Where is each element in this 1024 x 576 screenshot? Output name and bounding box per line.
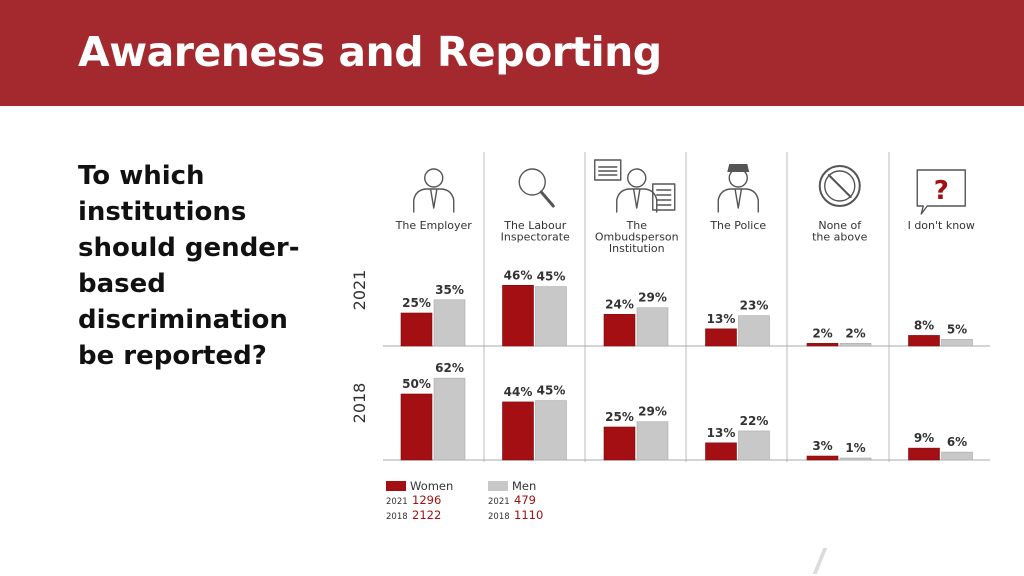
bar-women-2018 [502, 401, 534, 461]
data-label: 45% [537, 384, 566, 398]
legend-sample-year: 2021 [488, 497, 510, 507]
bar-women-2018 [908, 447, 940, 461]
ombudsperson-icon [594, 159, 676, 213]
data-label: 5% [947, 322, 967, 336]
data-label: 3% [812, 439, 832, 453]
bar-men-2018 [636, 421, 669, 461]
svg-text:?: ? [934, 176, 949, 206]
bar-women-2021 [705, 328, 737, 347]
legend-sample-n: 479 [514, 493, 536, 507]
bar-women-2018 [603, 426, 636, 461]
data-label: 6% [947, 435, 967, 449]
legend-sample-year: 2018 [386, 512, 408, 522]
bar-men-2021 [941, 339, 973, 347]
bar-men-2021 [535, 286, 567, 347]
legend-sample-n: 1296 [412, 493, 441, 507]
data-label: 50% [402, 377, 431, 391]
data-label: 44% [504, 385, 533, 399]
data-label: 29% [638, 405, 667, 419]
magnifier-icon [518, 168, 555, 208]
category-label: The [626, 219, 648, 232]
data-label: 45% [537, 270, 566, 284]
bar-men-2021 [433, 299, 466, 347]
question-text: To which institutions should gender-base… [78, 161, 300, 371]
bar-men-2018 [738, 430, 770, 461]
data-label: 8% [914, 318, 934, 332]
bar-women-2018 [400, 393, 433, 461]
category-label: Institution [609, 242, 665, 255]
bar-women-2021 [400, 312, 433, 347]
year-label: 2018 [350, 383, 369, 424]
legend-sample-n: 1110 [514, 508, 543, 522]
legend-sample-n: 2122 [412, 508, 441, 522]
bar-women-2021 [502, 284, 534, 347]
legend-sample-year: 2018 [488, 512, 510, 522]
data-label: 35% [435, 283, 464, 297]
data-label: 29% [638, 291, 667, 305]
category-label: The Police [709, 219, 766, 232]
employer-icon [413, 168, 455, 213]
legend-sample-year: 2021 [386, 497, 408, 507]
bar-men-2018 [941, 451, 973, 461]
bar-women-2018 [705, 442, 737, 461]
data-label: 25% [605, 410, 634, 424]
bar-men-2021 [839, 343, 872, 347]
title-bar: Awareness and Reporting [0, 0, 1024, 106]
data-label: 24% [605, 297, 634, 311]
bar-men-2018 [839, 457, 872, 461]
bar-men-2018 [535, 400, 567, 461]
question-bubble-icon: ? [916, 169, 966, 215]
data-label: 25% [402, 296, 431, 310]
year-label: 2021 [350, 270, 369, 311]
category-label: The Employer [395, 219, 473, 232]
category-label: None of [818, 219, 862, 232]
data-label: 2% [812, 326, 832, 340]
category-label: Inspectorate [501, 231, 570, 244]
bar-women-2021 [806, 343, 839, 347]
bar-men-2018 [433, 377, 466, 461]
data-label: 13% [707, 426, 736, 440]
legend-swatch [488, 481, 508, 491]
data-label: 13% [707, 312, 736, 326]
category-label: I don't know [908, 219, 975, 232]
bar-women-2021 [908, 335, 940, 347]
data-label: 2% [845, 326, 865, 340]
legend-label: Women [410, 479, 453, 493]
data-label: 9% [914, 431, 934, 445]
bar-men-2021 [636, 307, 669, 347]
category-label: the above [812, 231, 868, 244]
category-label: Ombudsperson [595, 231, 679, 244]
legend-swatch [386, 481, 406, 491]
category-label: The Labour [503, 219, 567, 232]
data-label: 46% [504, 268, 533, 282]
police-officer-icon [717, 164, 759, 213]
bar-men-2021 [738, 315, 770, 347]
slide-title: Awareness and Reporting [78, 28, 662, 76]
legend-label: Men [512, 479, 536, 493]
data-label: 22% [740, 414, 769, 428]
data-label: 62% [435, 361, 464, 375]
prohibited-icon [818, 165, 861, 207]
bar-women-2018 [806, 455, 839, 461]
bar-women-2021 [603, 314, 636, 347]
data-label: 1% [845, 441, 865, 455]
data-label: 23% [740, 299, 769, 313]
